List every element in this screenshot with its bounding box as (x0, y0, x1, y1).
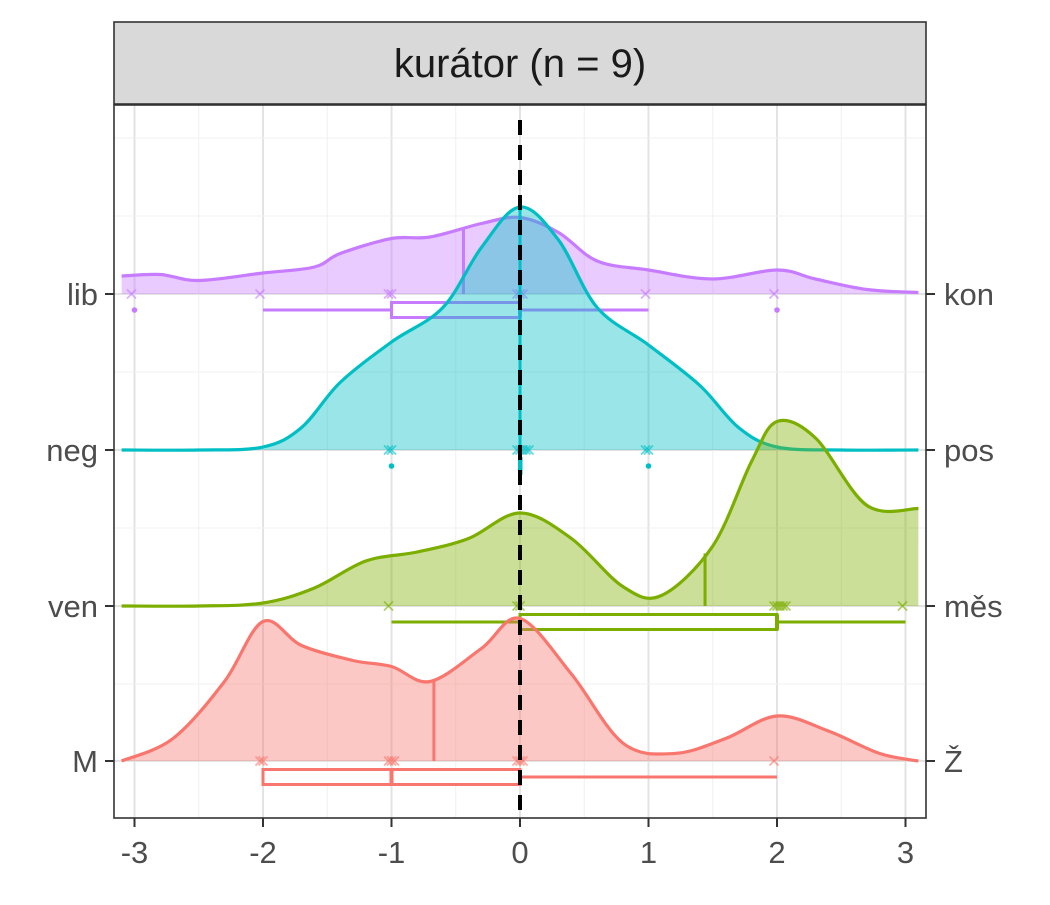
raw-point-mark (386, 288, 397, 300)
ridge-row-M (120, 616, 919, 786)
raw-point-mark (777, 600, 789, 612)
x-tick-label: -2 (249, 835, 277, 870)
raw-point-mark (897, 600, 908, 612)
boxplot (131, 301, 780, 319)
raw-point-mark (520, 444, 532, 456)
x-tick-label: 2 (768, 835, 785, 870)
boxplot (261, 768, 777, 786)
raw-point-stroke (386, 288, 397, 300)
raw-point-mark (383, 444, 394, 456)
raw-point-mark (254, 288, 266, 300)
raw-point-mark (386, 444, 397, 456)
raw-point-stroke (640, 444, 651, 456)
raw-point-mark (640, 444, 651, 456)
raw-point-stroke (386, 444, 397, 456)
x-tick-label: -1 (378, 835, 406, 870)
ridge-row-ven (121, 418, 919, 631)
raw-point-mark (514, 755, 526, 767)
box-outlier (774, 307, 780, 313)
raw-point-stroke (768, 755, 780, 767)
right-label-Ž: Ž (944, 744, 963, 779)
boxplot (391, 613, 906, 631)
raw-point-mark (640, 288, 651, 300)
right-label-pos: pos (944, 433, 994, 468)
raw-point-mark (383, 288, 394, 300)
raw-point-mark (254, 755, 266, 767)
raw-point-stroke (383, 600, 394, 612)
raw-point-stroke (640, 288, 651, 300)
left-label-neg: neg (46, 433, 98, 468)
raw-point-stroke (514, 755, 526, 767)
raw-point-mark (768, 288, 780, 300)
x-tick-label: 1 (640, 835, 657, 870)
raw-point-mark (780, 600, 792, 612)
box-outlier (388, 463, 395, 469)
density-curve (121, 418, 919, 608)
x-tick-label: 0 (511, 835, 528, 870)
density-curve (120, 616, 919, 763)
raw-point-mark (257, 755, 269, 767)
raw-point-stroke (254, 288, 266, 300)
raw-point-stroke (768, 288, 780, 300)
strip-background (113, 21, 927, 105)
right-label-kon: kon (944, 277, 994, 312)
raw-point-stroke (780, 600, 792, 612)
box-outlier (645, 463, 652, 469)
box-outlier (131, 307, 138, 313)
right-label-měs: měs (944, 589, 1003, 624)
raw-point-stroke (897, 600, 908, 612)
raw-point-stroke (520, 444, 532, 456)
left-label-M: M (72, 744, 98, 779)
raw-point-mark (126, 288, 137, 300)
raw-point-mark (386, 755, 397, 767)
raw-point-mark (768, 755, 780, 767)
raw-point-stroke (517, 755, 529, 767)
raw-point-stroke (383, 444, 394, 456)
raw-point-mark (643, 444, 654, 456)
raw-points (383, 600, 908, 612)
raw-point-stroke (254, 755, 266, 767)
left-label-lib: lib (67, 277, 98, 312)
left-label-ven: ven (48, 589, 98, 624)
raw-point-mark (383, 600, 394, 612)
raw-point-stroke (126, 288, 137, 300)
x-tick-label: 3 (897, 835, 914, 870)
raw-point-stroke (777, 600, 789, 612)
facet-title: kurátor (n = 9) (394, 42, 646, 86)
raw-point-stroke (389, 755, 400, 767)
raw-point-mark (389, 755, 400, 767)
raw-point-stroke (257, 755, 269, 767)
x-tick-label: -3 (121, 835, 149, 870)
box-iqr (518, 613, 779, 631)
axis-layer: lib kon neg pos ven měs M Ž -3 -2 -1 0 1 2 3 (46, 277, 1002, 870)
raw-point-stroke (643, 444, 654, 456)
raw-points (254, 755, 780, 767)
raw-point-stroke (383, 288, 394, 300)
raw-point-stroke (386, 755, 397, 767)
raw-point-mark (523, 444, 535, 456)
raw-point-stroke (523, 444, 535, 456)
